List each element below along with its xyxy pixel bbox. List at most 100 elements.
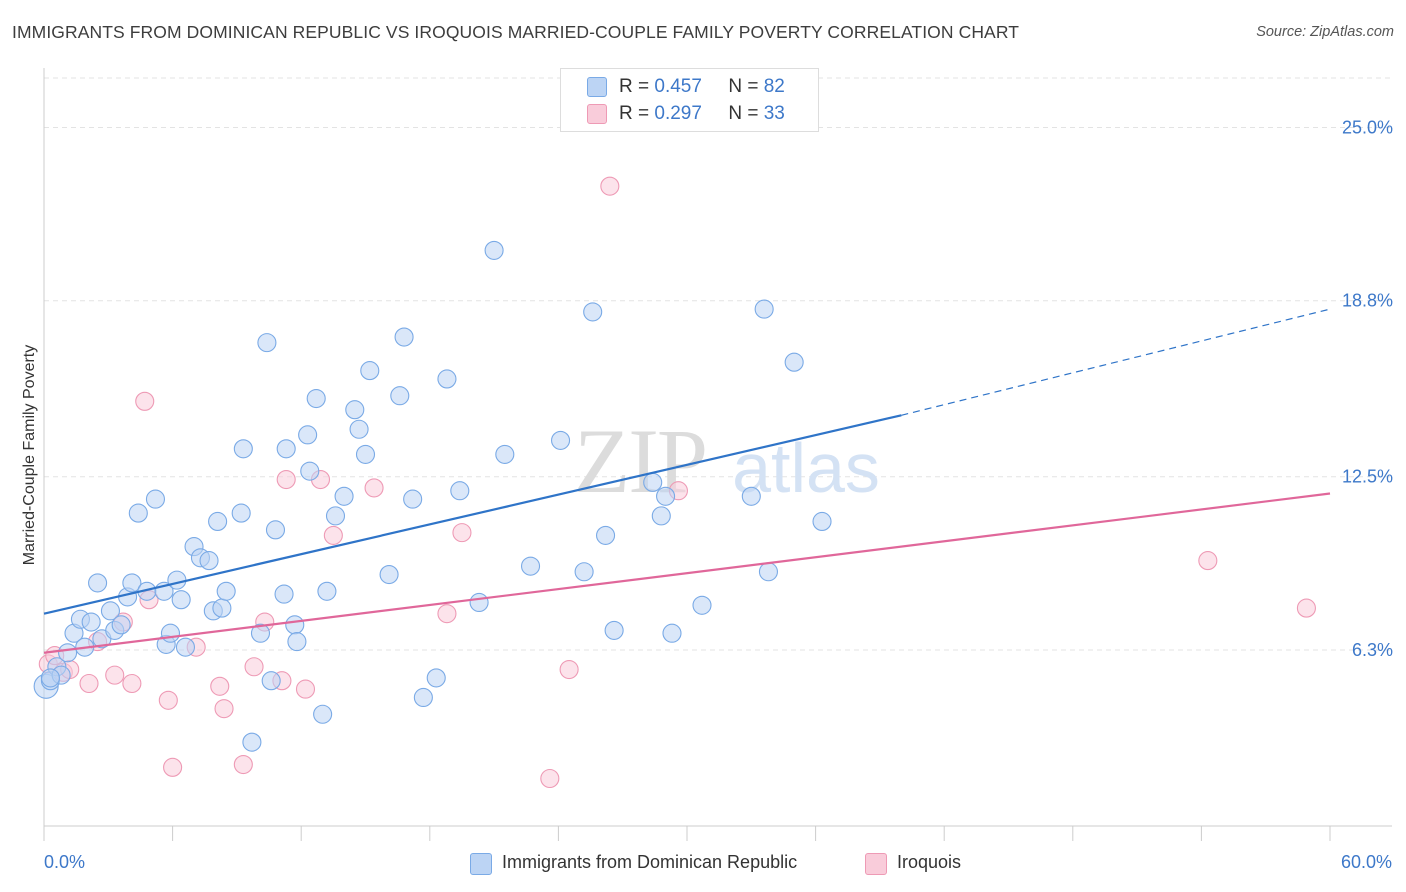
- dominican-trend-extension: [901, 308, 1331, 416]
- dominican-point: [285, 615, 305, 635]
- iroquois-point: [158, 690, 178, 710]
- legend-n-label: N =: [728, 103, 759, 124]
- dominican-point: [741, 486, 761, 506]
- dominican-point: [662, 623, 682, 643]
- dominican-point: [355, 444, 376, 464]
- source-credit: Source: ZipAtlas.com: [1256, 24, 1394, 40]
- dominican-point: [403, 489, 423, 509]
- y-tick-label: 6.3%: [1352, 640, 1393, 660]
- iroquois-point: [452, 523, 472, 543]
- iroquois-point: [437, 604, 457, 624]
- dominican-point: [604, 620, 624, 640]
- dominican-point: [550, 430, 571, 450]
- iroquois-point: [79, 673, 99, 694]
- dominican-points: [33, 240, 832, 752]
- dominican-point: [160, 623, 181, 643]
- dominican-point: [583, 302, 603, 322]
- legend-swatch-iroquois: [587, 104, 607, 124]
- dominican-point: [261, 671, 281, 691]
- dominican-point: [349, 419, 369, 439]
- legend-r-label: R =: [619, 103, 650, 124]
- dominican-point: [233, 439, 253, 459]
- trend-lines: [43, 308, 1331, 654]
- iroquois-point: [364, 478, 384, 498]
- dominican-point: [758, 562, 778, 582]
- dominican-point: [495, 444, 515, 464]
- legend-n-label: N =: [728, 76, 759, 97]
- y-tick-label: 18.8%: [1342, 291, 1393, 311]
- dominican-point: [643, 472, 663, 492]
- legend-r-value-dominican: 0.457: [654, 76, 702, 97]
- dominican-point: [313, 704, 333, 724]
- dominican-point: [208, 511, 228, 532]
- dominican-point: [450, 481, 470, 501]
- dominican-point: [216, 581, 236, 601]
- dominican-point: [656, 486, 676, 506]
- dominican-point: [265, 520, 286, 540]
- dominican-point: [306, 388, 326, 409]
- legend-n-value-dominican: 82: [763, 76, 785, 97]
- x-tick-label-max: 60.0%: [1340, 852, 1392, 872]
- dominican-point: [287, 632, 307, 652]
- dominican-point: [812, 511, 832, 532]
- iroquois-point: [135, 391, 155, 411]
- dominican-point: [394, 327, 414, 347]
- dominican-point: [276, 439, 296, 459]
- iroquois-point: [559, 659, 579, 680]
- bottom-legend-label-dominican: Immigrants from Dominican Republic: [502, 852, 798, 872]
- dominican-point: [40, 668, 60, 688]
- iroquois-point: [276, 469, 296, 490]
- dominican-point: [692, 595, 712, 615]
- iroquois-trend-line: [43, 492, 1331, 654]
- dominican-point: [128, 503, 148, 523]
- chart-title: IMMIGRANTS FROM DOMINICAN REPUBLIC VS IR…: [12, 22, 1020, 42]
- bottom-legend-label-iroquois: Iroquois: [897, 852, 962, 872]
- dominican-point: [345, 400, 365, 420]
- watermark: ZIP atlas: [574, 410, 880, 512]
- dominican-point: [325, 506, 346, 526]
- iroquois-point: [323, 525, 343, 545]
- dominican-point: [175, 637, 196, 657]
- y-tick-labels: 6.3% 12.5% 18.8% 25.0%: [1342, 117, 1393, 659]
- iroquois-point: [244, 657, 264, 677]
- dominican-point: [171, 590, 191, 610]
- dominican-point: [469, 592, 489, 613]
- y-tick-label: 12.5%: [1342, 467, 1393, 487]
- dominican-point: [167, 570, 187, 590]
- dominican-point: [88, 573, 108, 593]
- legend-r-value-iroquois: 0.297: [654, 103, 702, 124]
- dominican-point: [300, 461, 320, 481]
- bottom-legend-swatch-dominican: [470, 853, 492, 875]
- legend: R = 0.457 N = 82 R = 0.297 N = 33: [560, 68, 819, 132]
- iroquois-point: [122, 673, 142, 694]
- iroquois-point: [210, 676, 230, 696]
- dominican-point: [58, 643, 78, 663]
- dominican-point: [574, 562, 594, 582]
- iroquois-point: [214, 699, 234, 719]
- dominican-point: [651, 506, 671, 526]
- dominican-point: [231, 503, 251, 523]
- dominican-trend-line: [43, 414, 902, 615]
- watermark-zip: ZIP: [574, 410, 706, 512]
- iroquois-point: [163, 757, 183, 777]
- dominican-point: [242, 732, 262, 752]
- grid-lines: [44, 77, 1392, 651]
- iroquois-point: [105, 665, 125, 685]
- legend-swatch-dominican: [587, 77, 607, 97]
- x-tick-label-min: 0.0%: [44, 852, 86, 872]
- dominican-point: [122, 573, 142, 593]
- iroquois-point: [295, 679, 316, 699]
- axes: [43, 68, 1392, 841]
- dominican-point: [426, 668, 446, 688]
- dominican-point: [520, 556, 541, 576]
- dominican-point: [334, 486, 354, 506]
- dominican-point: [199, 551, 219, 571]
- dominican-point: [274, 584, 294, 604]
- dominican-point: [250, 623, 271, 643]
- bottom-legend-swatch-iroquois: [865, 853, 887, 875]
- dominican-point: [81, 612, 101, 632]
- dominican-point: [754, 299, 774, 319]
- iroquois-points: [38, 176, 1316, 789]
- dominican-point: [360, 361, 380, 381]
